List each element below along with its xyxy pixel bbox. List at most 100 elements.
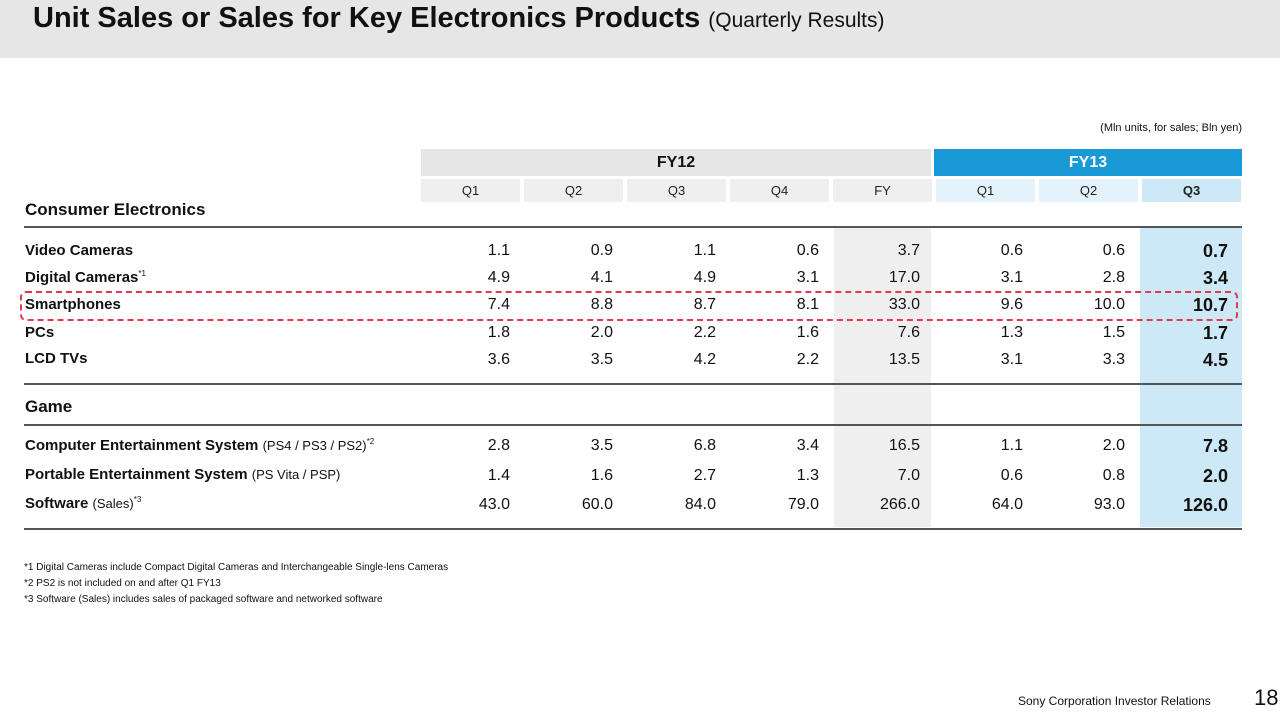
table-cell: 2.8: [487, 437, 510, 454]
table-cell: 4.1: [590, 269, 613, 286]
section-rule: [24, 383, 1242, 385]
table-cell: 43.0: [478, 496, 510, 513]
row-label-text: Portable Entertainment System: [25, 466, 248, 483]
table-cell: 3.5: [590, 351, 613, 368]
row-label-pcs: PCs: [25, 324, 54, 341]
row-label-text: Software: [25, 495, 89, 512]
table-cell: 3.1: [796, 269, 819, 286]
table-cell: 10.7: [1192, 295, 1228, 315]
table-cell: 3.3: [1102, 351, 1125, 368]
table-cell: 60.0: [581, 496, 613, 513]
table-cell: 10.0: [1093, 296, 1125, 313]
row-label-lcd-tvs: LCD TVs: [25, 350, 88, 367]
table-cell: 1.5: [1102, 324, 1125, 341]
page-number: 18: [1254, 685, 1279, 710]
col-header-fy13-q3: Q3: [1142, 179, 1241, 202]
table-cell: 3.7: [897, 242, 920, 259]
footnote-2: *2 PS2 is not included on and after Q1 F…: [24, 578, 221, 589]
current-quarter-column-shading: [1140, 228, 1242, 527]
col-header-fy13-q1: Q1: [936, 179, 1035, 202]
row-label-software: Software (Sales)*3: [25, 495, 141, 512]
footnote-marker: *3: [133, 495, 142, 504]
slide-subtitle: (Quarterly Results): [708, 9, 885, 32]
slide-title: Unit Sales or Sales for Key Electronics …: [33, 0, 885, 39]
table-cell: 4.5: [1202, 350, 1228, 370]
table-cell: 64.0: [991, 496, 1023, 513]
table-cell: 1.4: [487, 467, 510, 484]
table-cell: 2.8: [1102, 269, 1125, 286]
col-header-fy12-q1: Q1: [421, 179, 520, 202]
fy13-header: FY13: [934, 149, 1242, 176]
col-header-fy12-q3: Q3: [627, 179, 726, 202]
row-label-text: PCs: [25, 324, 55, 341]
table-cell: 3.1: [1000, 351, 1023, 368]
table-cell: 3.4: [796, 437, 819, 454]
table-cell: 126.0: [1182, 495, 1228, 515]
table-cell: 0.6: [1000, 242, 1023, 259]
table-cell: 93.0: [1093, 496, 1125, 513]
table-cell: 4.9: [487, 269, 510, 286]
footnote-3: *3 Software (Sales) includes sales of pa…: [24, 594, 383, 605]
table-cell: 0.6: [796, 242, 819, 259]
row-label-text: LCD TVs: [25, 350, 88, 367]
row-label-qualifier: (PS4 / PS3 / PS2): [262, 438, 367, 453]
row-label-text: Smartphones: [25, 296, 121, 313]
table-cell: 16.5: [888, 437, 920, 454]
table-cell: 4.9: [693, 269, 716, 286]
table-cell: 7.4: [487, 296, 510, 313]
table-cell: 1.3: [1000, 324, 1023, 341]
footnote-1: *1 Digital Cameras include Compact Digit…: [24, 562, 449, 573]
col-header-fy12-q4: Q4: [730, 179, 829, 202]
row-label-portable-entertainment-system: Portable Entertainment System (PS Vita /…: [25, 466, 340, 483]
row-label-text: Digital Cameras: [25, 269, 139, 286]
table-cell: 1.7: [1202, 323, 1228, 343]
table-cell: 3.5: [590, 437, 613, 454]
row-label-qualifier: (PS Vita / PSP): [251, 467, 341, 482]
table-cell: 9.6: [1000, 296, 1023, 313]
footer-company: Sony Corporation Investor Relations: [1018, 694, 1211, 708]
table-cell: 13.5: [888, 351, 920, 368]
section-consumer-electronics: Consumer Electronics: [25, 200, 206, 219]
table-cell: 3.1: [1000, 269, 1023, 286]
row-label-digital-cameras: Digital Cameras*1: [25, 269, 146, 286]
row-label-text: Computer Entertainment System: [25, 437, 259, 454]
table-cell: 79.0: [787, 496, 819, 513]
table-cell: 84.0: [684, 496, 716, 513]
table-cell: 2.2: [796, 351, 819, 368]
row-label-video-cameras: Video Cameras: [25, 242, 133, 259]
table-cell: 8.7: [693, 296, 716, 313]
table-cell: 1.1: [1000, 437, 1023, 454]
row-label-smartphones: Smartphones: [25, 296, 121, 313]
table-cell: 3.4: [1202, 268, 1228, 288]
table-cell: 0.8: [1102, 467, 1125, 484]
table-cell: 17.0: [888, 269, 920, 286]
table-cell: 2.7: [693, 467, 716, 484]
table-cell: 2.0: [1102, 437, 1125, 454]
table-cell: 33.0: [888, 296, 920, 313]
table-cell: 0.6: [1000, 467, 1023, 484]
table-cell: 6.8: [693, 437, 716, 454]
fy-total-column-shading: [834, 228, 931, 527]
col-header-fy13-q2: Q2: [1039, 179, 1138, 202]
table-cell: 7.6: [897, 324, 920, 341]
section-rule: [24, 528, 1242, 530]
title-band: [0, 0, 1280, 58]
table-cell: 2.0: [1202, 466, 1228, 486]
slide-title-text: Unit Sales or Sales for Key Electronics …: [33, 2, 701, 34]
table-cell: 0.9: [590, 242, 613, 259]
table-cell: 0.7: [1202, 241, 1228, 261]
table-cell: 1.3: [796, 467, 819, 484]
table-cell: 1.1: [693, 242, 716, 259]
unit-note: (Mln units, for sales; Bln yen): [1100, 122, 1242, 134]
row-label-computer-entertainment-system: Computer Entertainment System (PS4 / PS3…: [25, 437, 374, 454]
table-cell: 8.1: [796, 296, 819, 313]
section-rule: [24, 424, 1242, 426]
fy12-header: FY12: [421, 149, 931, 176]
table-cell: 8.8: [590, 296, 613, 313]
table-cell: 7.8: [1202, 436, 1228, 456]
table-cell: 7.0: [897, 467, 920, 484]
highlight-box: [20, 291, 1238, 321]
col-header-fy12-q2: Q2: [524, 179, 623, 202]
row-label-text: Video Cameras: [25, 242, 134, 259]
table-cell: 2.0: [590, 324, 613, 341]
